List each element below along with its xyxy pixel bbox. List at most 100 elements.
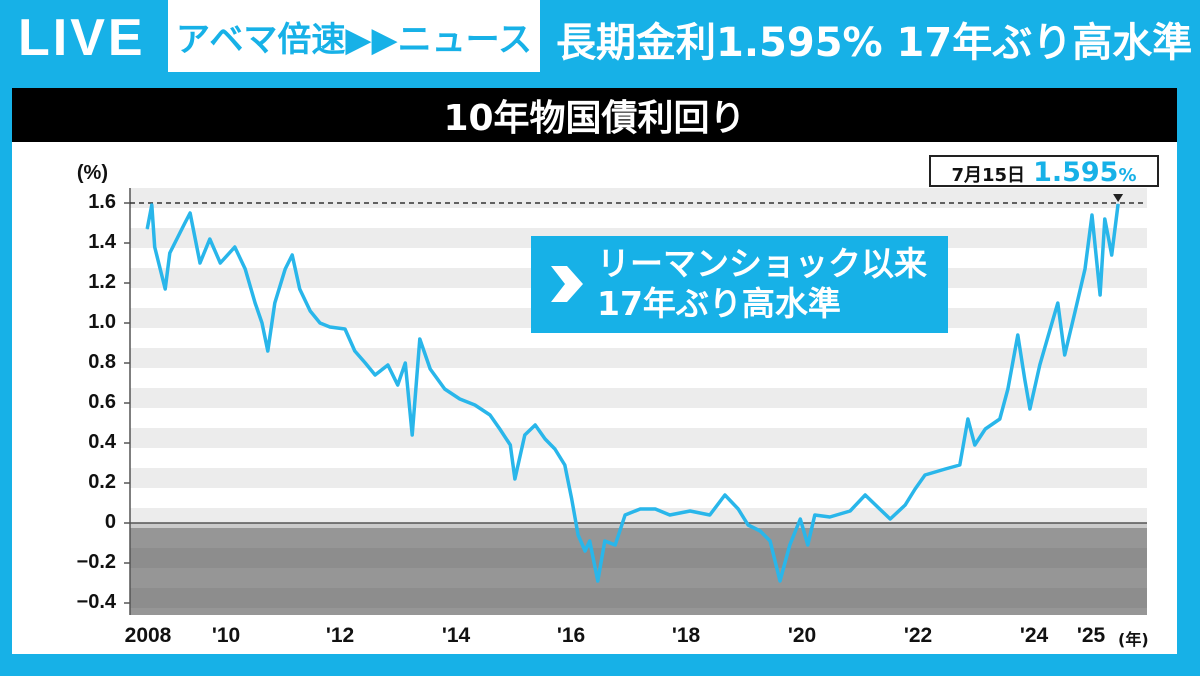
data-point	[984, 428, 986, 430]
data-point	[309, 310, 311, 312]
x-tick-label: 2008	[124, 624, 172, 647]
data-point	[799, 518, 801, 520]
data-point	[1064, 354, 1066, 356]
y-tick-label: 0.6	[88, 391, 116, 413]
data-point	[146, 228, 148, 230]
data-point	[999, 418, 1001, 420]
data-point	[624, 514, 626, 516]
data-point	[419, 338, 421, 340]
y-tick-label: 1.4	[88, 231, 116, 253]
data-point	[1029, 408, 1031, 410]
x-tick-label: '18	[671, 624, 701, 647]
data-point	[299, 288, 301, 290]
data-point	[329, 326, 331, 328]
callout-pointer	[1113, 194, 1124, 202]
data-point	[509, 444, 511, 446]
x-tick-label: '22	[903, 624, 933, 647]
data-point	[959, 464, 961, 466]
grid-band	[130, 548, 1147, 568]
data-point	[514, 478, 516, 480]
grid-band	[130, 488, 1147, 508]
data-point	[1099, 294, 1101, 296]
data-point	[654, 508, 656, 510]
data-point	[291, 254, 293, 256]
grid-band	[130, 608, 1147, 615]
data-point	[829, 516, 831, 518]
x-tick-label: '25	[1076, 624, 1106, 647]
annotation-box: リーマンショック以来 17年ぶり高水準	[531, 236, 948, 333]
data-point	[747, 524, 749, 526]
data-point	[219, 262, 221, 264]
grid-band	[130, 388, 1147, 408]
data-point	[499, 428, 501, 430]
data-point	[584, 550, 586, 552]
data-point	[1111, 254, 1113, 256]
x-tick-label: '10	[211, 624, 241, 647]
y-tick-label: 0	[104, 511, 116, 533]
data-point	[879, 508, 881, 510]
data-point	[814, 514, 816, 516]
data-point	[807, 544, 809, 546]
latest-value-callout: 7月15日 1.595%	[929, 155, 1159, 188]
data-point	[849, 510, 851, 512]
data-point	[974, 444, 976, 446]
data-point	[169, 252, 171, 254]
headline: 長期金利1.595% 17年ぶり高水準	[556, 20, 1193, 66]
grid-band	[130, 468, 1147, 488]
data-point	[709, 514, 711, 516]
data-point	[924, 474, 926, 476]
data-point	[571, 498, 573, 500]
data-point	[914, 488, 916, 490]
data-point	[404, 362, 406, 364]
data-point	[209, 238, 211, 240]
annotation-line1: リーマンショック以来	[597, 244, 927, 283]
callout-date: 7月15日	[951, 165, 1026, 186]
y-tick-label: 0.8	[88, 351, 116, 373]
program-logo: アベマ倍速▶▶ニュース	[168, 0, 540, 72]
data-point	[544, 438, 546, 440]
negative-zone	[130, 523, 1147, 615]
data-point	[769, 540, 771, 542]
annotation-line2: 17年ぶり高水準	[597, 284, 841, 323]
y-tick-label: 0.4	[88, 431, 116, 453]
data-point	[1039, 364, 1041, 366]
x-tick-label: '14	[441, 624, 471, 647]
data-point	[534, 424, 536, 426]
data-point	[589, 540, 591, 542]
data-point	[397, 384, 399, 386]
data-point	[164, 288, 166, 290]
data-point	[944, 468, 946, 470]
data-point	[889, 518, 891, 520]
data-point	[904, 504, 906, 506]
grid-band	[130, 408, 1147, 428]
live-label: LIVE	[18, 9, 146, 67]
grid-band	[130, 448, 1147, 468]
data-point	[864, 494, 866, 496]
data-point	[319, 322, 321, 324]
data-point	[244, 268, 246, 270]
data-point	[274, 302, 276, 304]
arrow-right-icon	[551, 266, 583, 302]
data-point	[564, 464, 566, 466]
data-point	[614, 544, 616, 546]
data-point	[669, 514, 671, 516]
data-point	[1084, 268, 1086, 270]
y-axis-unit: (%)	[76, 162, 108, 184]
x-tick-label: '24	[1019, 624, 1049, 647]
data-point	[597, 580, 599, 582]
yield-series-line	[145, 203, 1120, 583]
data-point	[577, 534, 579, 536]
data-point	[1074, 310, 1076, 312]
data-point	[779, 580, 781, 582]
chart-title: 10年物国債利回り	[12, 88, 1177, 142]
data-point	[967, 418, 969, 420]
data-point	[1117, 203, 1119, 205]
grid-band	[130, 348, 1147, 368]
y-tick-label: 1.6	[88, 191, 116, 213]
data-point	[1091, 214, 1093, 216]
data-point	[459, 398, 461, 400]
data-point	[364, 362, 366, 364]
data-point	[184, 222, 186, 224]
data-point	[254, 302, 256, 304]
data-point	[261, 322, 263, 324]
